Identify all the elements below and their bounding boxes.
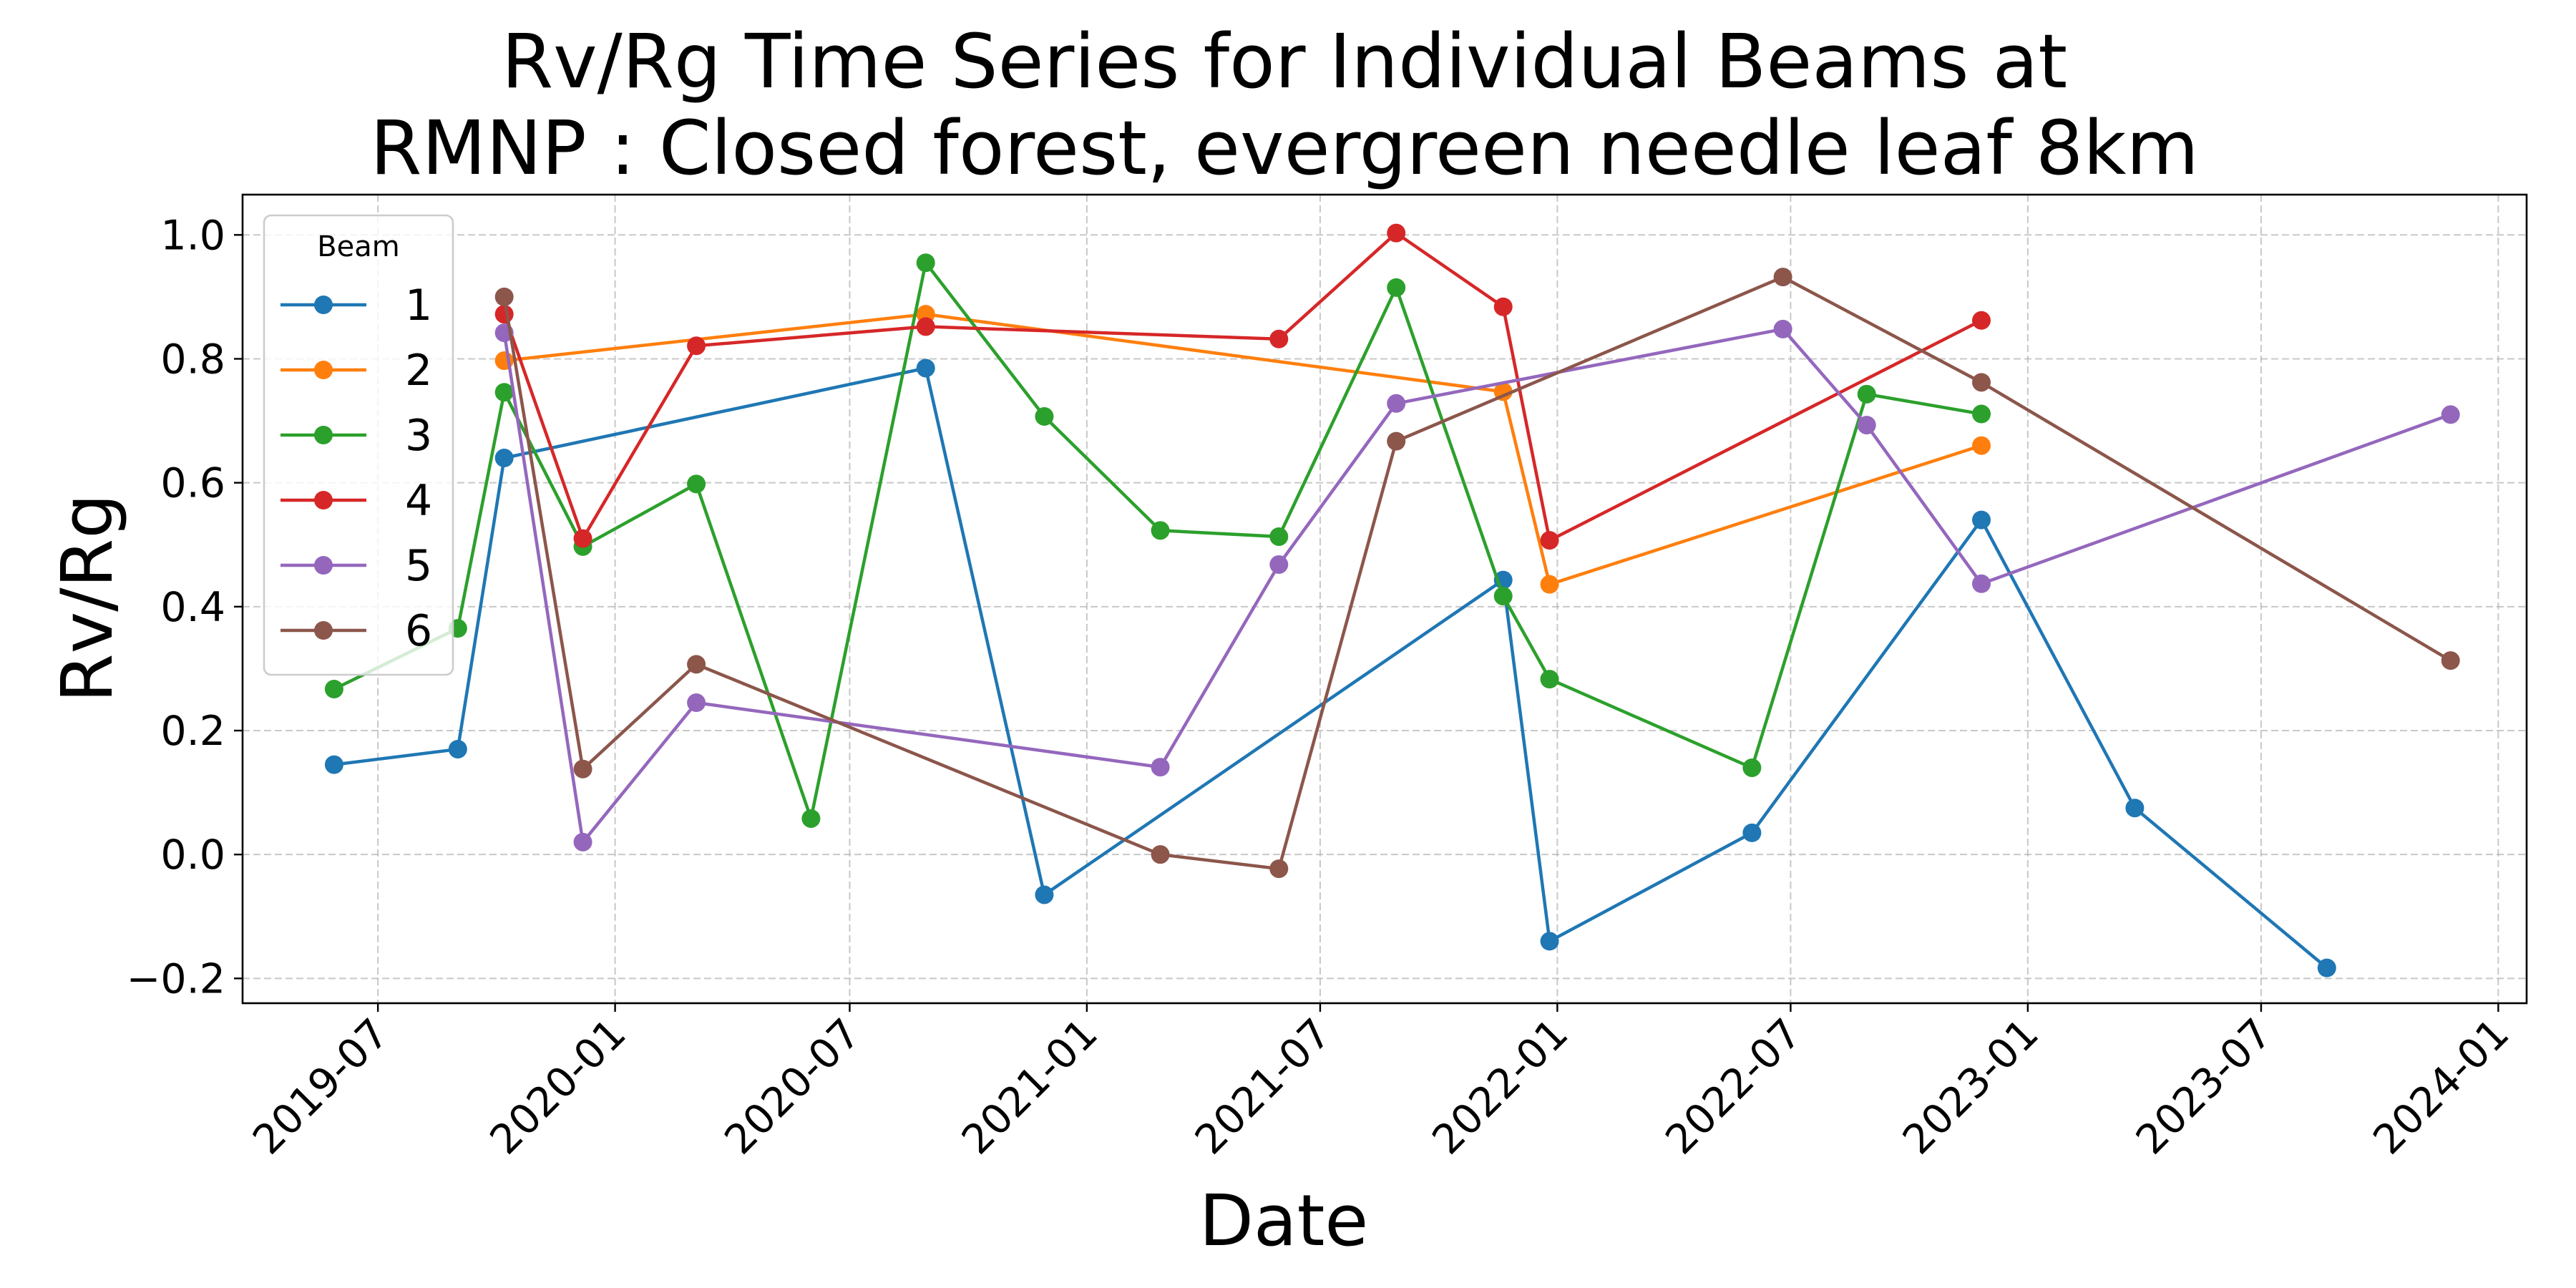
legend-label: 3	[405, 411, 432, 461]
plot-area-frame	[241, 193, 2528, 1005]
legend-label: 5	[405, 541, 432, 591]
legend-item-5: 5	[280, 541, 432, 591]
y-tick-label: 0.0	[160, 831, 225, 879]
data-point	[916, 358, 935, 378]
data-point	[687, 336, 706, 356]
data-point	[2441, 651, 2460, 670]
y-tick-label: 0.4	[160, 584, 225, 631]
chart-title-line-1: Rv/Rg Time Series for Individual Beams a…	[502, 18, 2067, 105]
data-point	[1972, 510, 1991, 530]
data-point	[1151, 521, 1170, 540]
legend-item-4: 4	[280, 476, 432, 526]
data-point	[324, 679, 343, 698]
legend-marker	[314, 361, 333, 379]
series-beam-1	[324, 358, 2336, 977]
legend-item-2: 2	[280, 346, 432, 396]
data-point	[687, 474, 706, 494]
data-point	[1540, 932, 1559, 951]
data-point	[1269, 329, 1289, 348]
data-point	[494, 287, 514, 306]
data-point	[573, 529, 592, 548]
data-point	[2125, 799, 2145, 818]
data-point	[1540, 531, 1559, 550]
data-point	[2317, 958, 2336, 977]
data-point	[1269, 555, 1289, 574]
data-point	[1493, 587, 1513, 606]
data-point	[1972, 404, 1991, 424]
data-point	[916, 253, 935, 273]
data-point	[448, 739, 467, 758]
legend-marker	[314, 426, 333, 444]
data-point	[1387, 223, 1406, 243]
data-point	[494, 449, 514, 468]
data-point	[1857, 384, 1876, 404]
data-point	[1972, 574, 1991, 593]
data-point	[1387, 278, 1406, 297]
series-beam-4	[494, 223, 1991, 550]
legend-marker	[314, 621, 333, 640]
data-point	[687, 693, 706, 713]
legend-items: 1 2 3 4 5 6	[280, 280, 432, 656]
x-axis-label: Date	[1199, 1180, 1369, 1262]
y-tick-label: 0.2	[160, 708, 225, 755]
data-point	[1773, 319, 1792, 338]
data-point	[1387, 431, 1406, 451]
data-point	[1269, 527, 1289, 546]
data-point	[1540, 670, 1559, 689]
data-point	[1972, 373, 1991, 392]
data-point	[1387, 394, 1406, 413]
legend-label: 4	[405, 476, 432, 526]
data-point	[324, 755, 343, 774]
legend-label: 1	[405, 280, 432, 331]
legend-item-6: 6	[280, 606, 432, 656]
y-axis-ticks: −0.2 0.0 0.2 0.4 0.6 0.8 1.0	[127, 212, 243, 1002]
legend-label: 2	[405, 346, 432, 396]
series-beam-6	[494, 268, 2460, 879]
legend-marker	[314, 556, 333, 575]
legend-item-3: 3	[280, 411, 432, 461]
legend-marker	[314, 491, 333, 509]
data-point	[1857, 416, 1876, 435]
data-point	[2441, 405, 2460, 424]
data-point	[687, 655, 706, 674]
data-point	[1151, 845, 1170, 864]
series-beam-5	[494, 319, 2460, 852]
data-point	[1773, 268, 1792, 287]
series-lines	[324, 223, 2460, 977]
y-tick-label: 0.6	[160, 460, 225, 507]
data-point	[1035, 885, 1054, 904]
data-point	[1151, 758, 1170, 777]
data-point	[494, 305, 514, 324]
data-point	[1972, 436, 1991, 455]
data-point	[494, 383, 514, 402]
legend-item-1: 1	[280, 280, 432, 331]
legend-box	[263, 214, 454, 676]
y-tick-label: −0.2	[127, 955, 225, 1002]
data-point	[916, 317, 935, 336]
data-point	[1972, 311, 1991, 330]
series-line	[332, 260, 1984, 821]
data-point	[1035, 406, 1054, 426]
chart-title-line-2: RMNP : Closed forest, evergreen needle l…	[370, 104, 2199, 192]
legend-marker	[314, 296, 333, 314]
legend-title: Beam	[317, 230, 400, 263]
data-point	[1540, 575, 1559, 594]
y-tick-label: 1.0	[160, 212, 225, 259]
data-point	[1742, 758, 1762, 777]
legend: Beam 1 2 3 4 5 6	[263, 214, 454, 676]
data-point	[1493, 297, 1513, 316]
data-point	[1269, 859, 1289, 879]
data-point	[801, 809, 821, 828]
series-beam-3	[324, 253, 1991, 828]
y-tick-label: 0.8	[160, 336, 225, 383]
data-point	[573, 759, 592, 779]
legend-label: 6	[405, 606, 432, 656]
y-axis-label: Rv/Rg	[47, 494, 129, 703]
data-point	[1742, 823, 1762, 842]
data-point	[573, 832, 592, 852]
series-line	[502, 327, 2452, 844]
